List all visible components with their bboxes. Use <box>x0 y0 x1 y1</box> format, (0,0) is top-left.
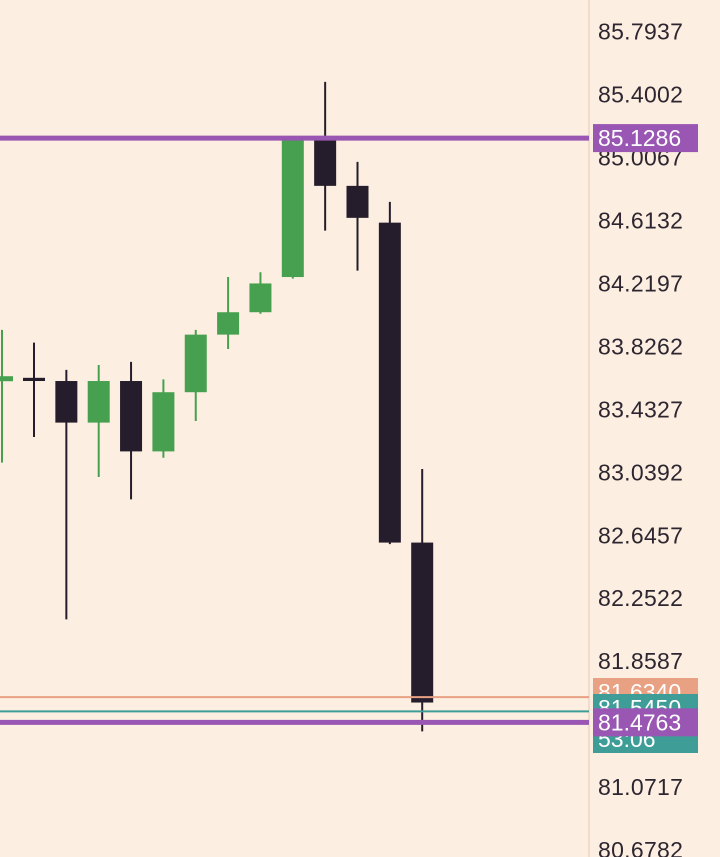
candle-body <box>120 381 143 452</box>
candle-body <box>346 185 369 218</box>
candle-body <box>314 139 337 186</box>
y-tick-label: 84.6132 <box>598 208 683 234</box>
candle[interactable] <box>217 277 240 350</box>
candle[interactable] <box>152 379 175 458</box>
y-tick-label: 83.4327 <box>598 396 683 422</box>
candle-body <box>184 334 207 393</box>
y-tick-label: 82.2522 <box>598 585 683 611</box>
y-tick-label: 84.2197 <box>598 270 683 296</box>
y-tick-label: 81.8587 <box>598 648 683 674</box>
candle[interactable] <box>346 161 369 271</box>
y-tick-label: 81.0717 <box>598 774 683 800</box>
candle-partial <box>0 329 13 463</box>
badge-label: 85.1286 <box>598 125 681 151</box>
y-tick-label: 83.8262 <box>598 333 683 359</box>
y-tick-label: 85.4002 <box>598 82 683 108</box>
candle[interactable] <box>55 369 78 620</box>
candle[interactable] <box>411 468 434 732</box>
candle[interactable] <box>249 272 272 314</box>
candle-body <box>55 381 78 423</box>
candles <box>0 81 434 732</box>
y-tick-label: 85.7937 <box>598 19 683 45</box>
candle[interactable] <box>120 361 143 500</box>
y-tick-label: 80.6782 <box>598 837 683 857</box>
candle[interactable] <box>378 201 401 545</box>
candle[interactable] <box>184 329 207 422</box>
price-axis[interactable]: 85.793785.400285.006784.613284.219783.82… <box>598 19 683 857</box>
upper-price-badge: 85.1286 <box>593 124 698 153</box>
candle-body <box>152 392 175 452</box>
badge-background <box>593 124 698 153</box>
price-lines <box>0 135 589 725</box>
candle[interactable] <box>23 342 45 438</box>
candle[interactable] <box>314 81 337 231</box>
badge-background <box>593 708 698 737</box>
badge-label: 81.4763 <box>598 709 681 735</box>
candle-body <box>87 381 110 423</box>
candle-body <box>217 312 240 335</box>
current-price-badge: 81.4763 <box>593 708 698 737</box>
candle-body <box>0 376 13 382</box>
candle[interactable] <box>87 365 110 477</box>
candle-body <box>23 377 45 382</box>
y-tick-label: 82.6457 <box>598 522 683 548</box>
candle[interactable] <box>281 136 304 279</box>
candle-body <box>249 283 272 313</box>
candle-body <box>411 542 434 703</box>
y-tick-label: 83.0392 <box>598 459 683 485</box>
candle-body <box>281 139 304 278</box>
candle-body <box>378 222 401 543</box>
